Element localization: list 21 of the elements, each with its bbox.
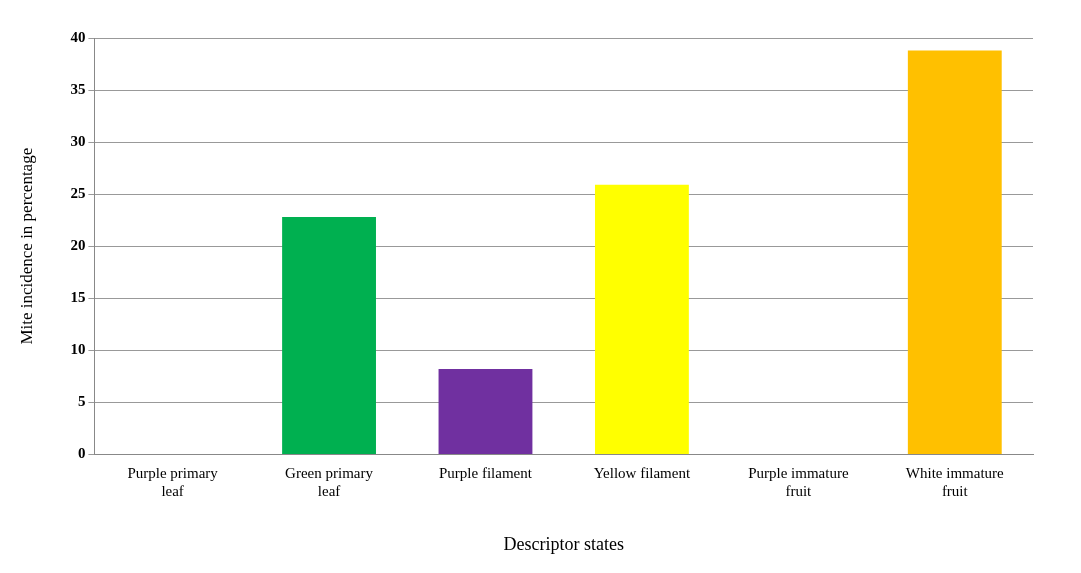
bar <box>594 184 689 454</box>
y-tick-label: 0 <box>77 445 86 462</box>
bar <box>282 217 376 454</box>
bar <box>438 369 533 454</box>
x-tick-label: Green primary leaf <box>285 465 374 500</box>
y-axis-title: Mite incidence in percentage <box>16 147 36 345</box>
y-tick-label: 30 <box>70 132 86 149</box>
x-tick-label: Purple immature fruit <box>748 465 849 500</box>
x-axis-title: Descriptor states <box>503 533 624 554</box>
y-tick-label: 15 <box>70 289 86 306</box>
y-tick-label: 40 <box>70 28 86 45</box>
x-tick-label: Purple primary leaf <box>127 465 219 500</box>
y-tick-label: 5 <box>77 393 86 410</box>
x-tick-label: Yellow filament <box>593 465 691 482</box>
y-tick-label: 25 <box>70 185 86 202</box>
x-tick-label: Purple filament <box>439 465 533 482</box>
y-tick-label: 35 <box>70 80 86 97</box>
bar <box>907 50 1002 454</box>
x-tick-label: White immature fruit <box>905 465 1005 500</box>
y-tick-label: 10 <box>70 341 86 358</box>
y-tick-label: 20 <box>70 237 86 254</box>
